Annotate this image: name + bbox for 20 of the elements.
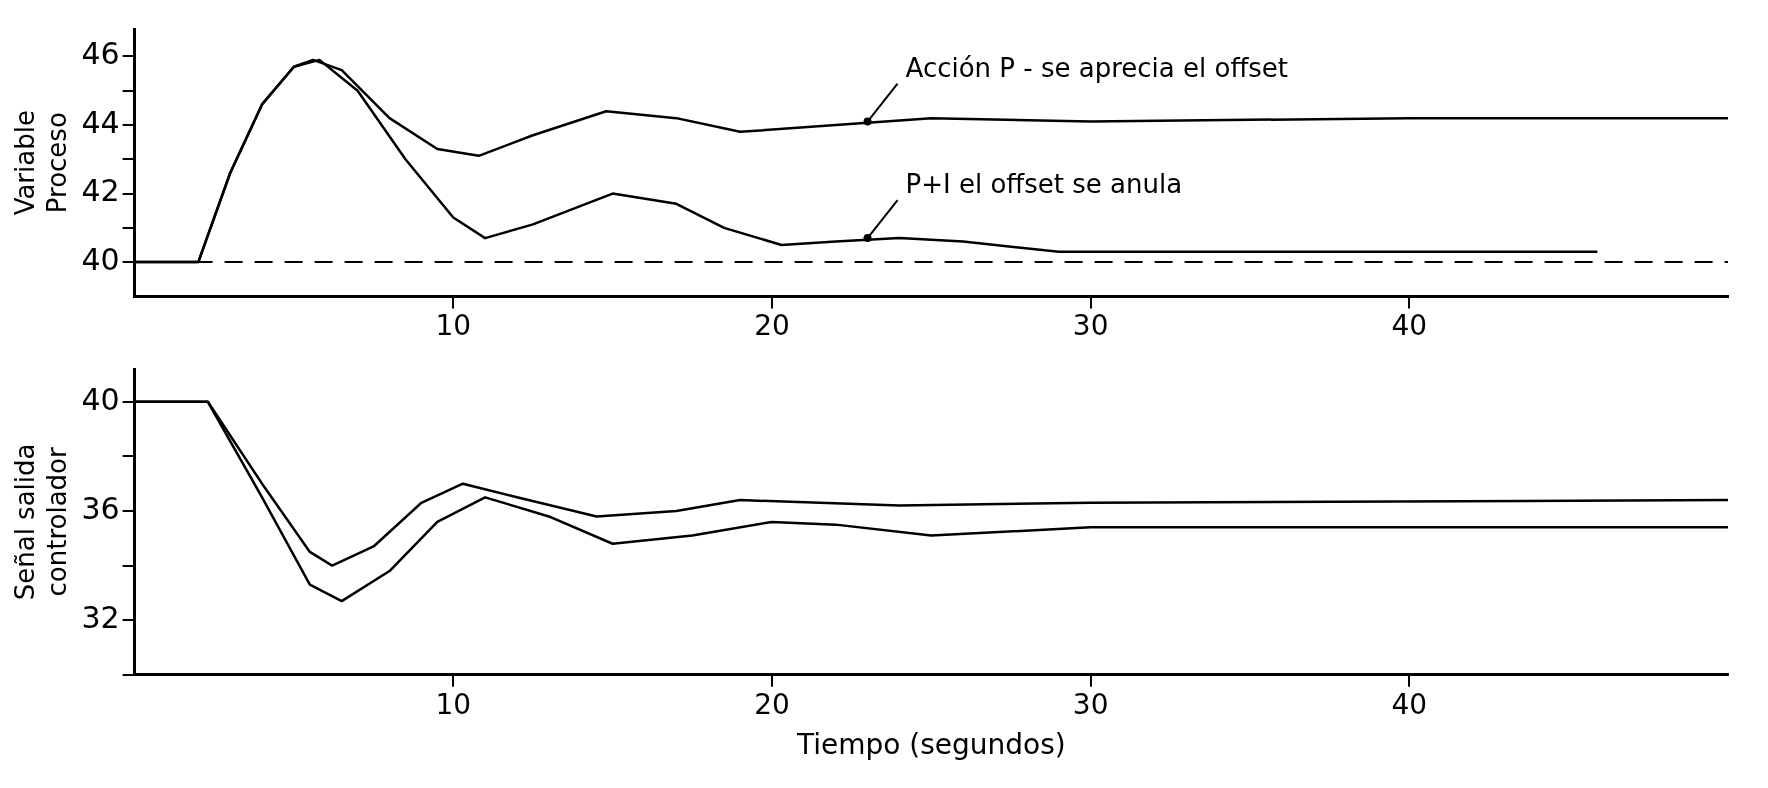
x-tick-label: 20: [754, 309, 790, 343]
y-axis-title: Variable Proceso: [10, 110, 72, 216]
y-tick-label: 40: [81, 381, 120, 417]
x-tick-label: 20: [754, 687, 790, 721]
annotation: P+I el offset se anula: [905, 169, 1183, 200]
y-tick-label: 32: [81, 599, 120, 635]
y-tick-label: 40: [81, 241, 120, 277]
y-tick-label: 46: [81, 36, 120, 72]
x-tick-label: 30: [1072, 687, 1109, 721]
y-axis-title: Señal salida controlador: [10, 443, 72, 601]
x-tick-label: 10: [435, 309, 472, 343]
x-tick-label: 10: [435, 687, 472, 721]
x-tick-label: 40: [1391, 687, 1428, 721]
y-tick-label: 44: [81, 104, 120, 140]
x-tick-label: 40: [1391, 309, 1428, 343]
x-axis-title: Tiempo (segundos): [795, 728, 1066, 762]
y-tick-label: 36: [81, 490, 120, 526]
x-tick-label: 30: [1072, 309, 1109, 343]
annotation: Acción P - se aprecia el offset: [905, 52, 1289, 83]
y-tick-label: 42: [81, 173, 120, 209]
